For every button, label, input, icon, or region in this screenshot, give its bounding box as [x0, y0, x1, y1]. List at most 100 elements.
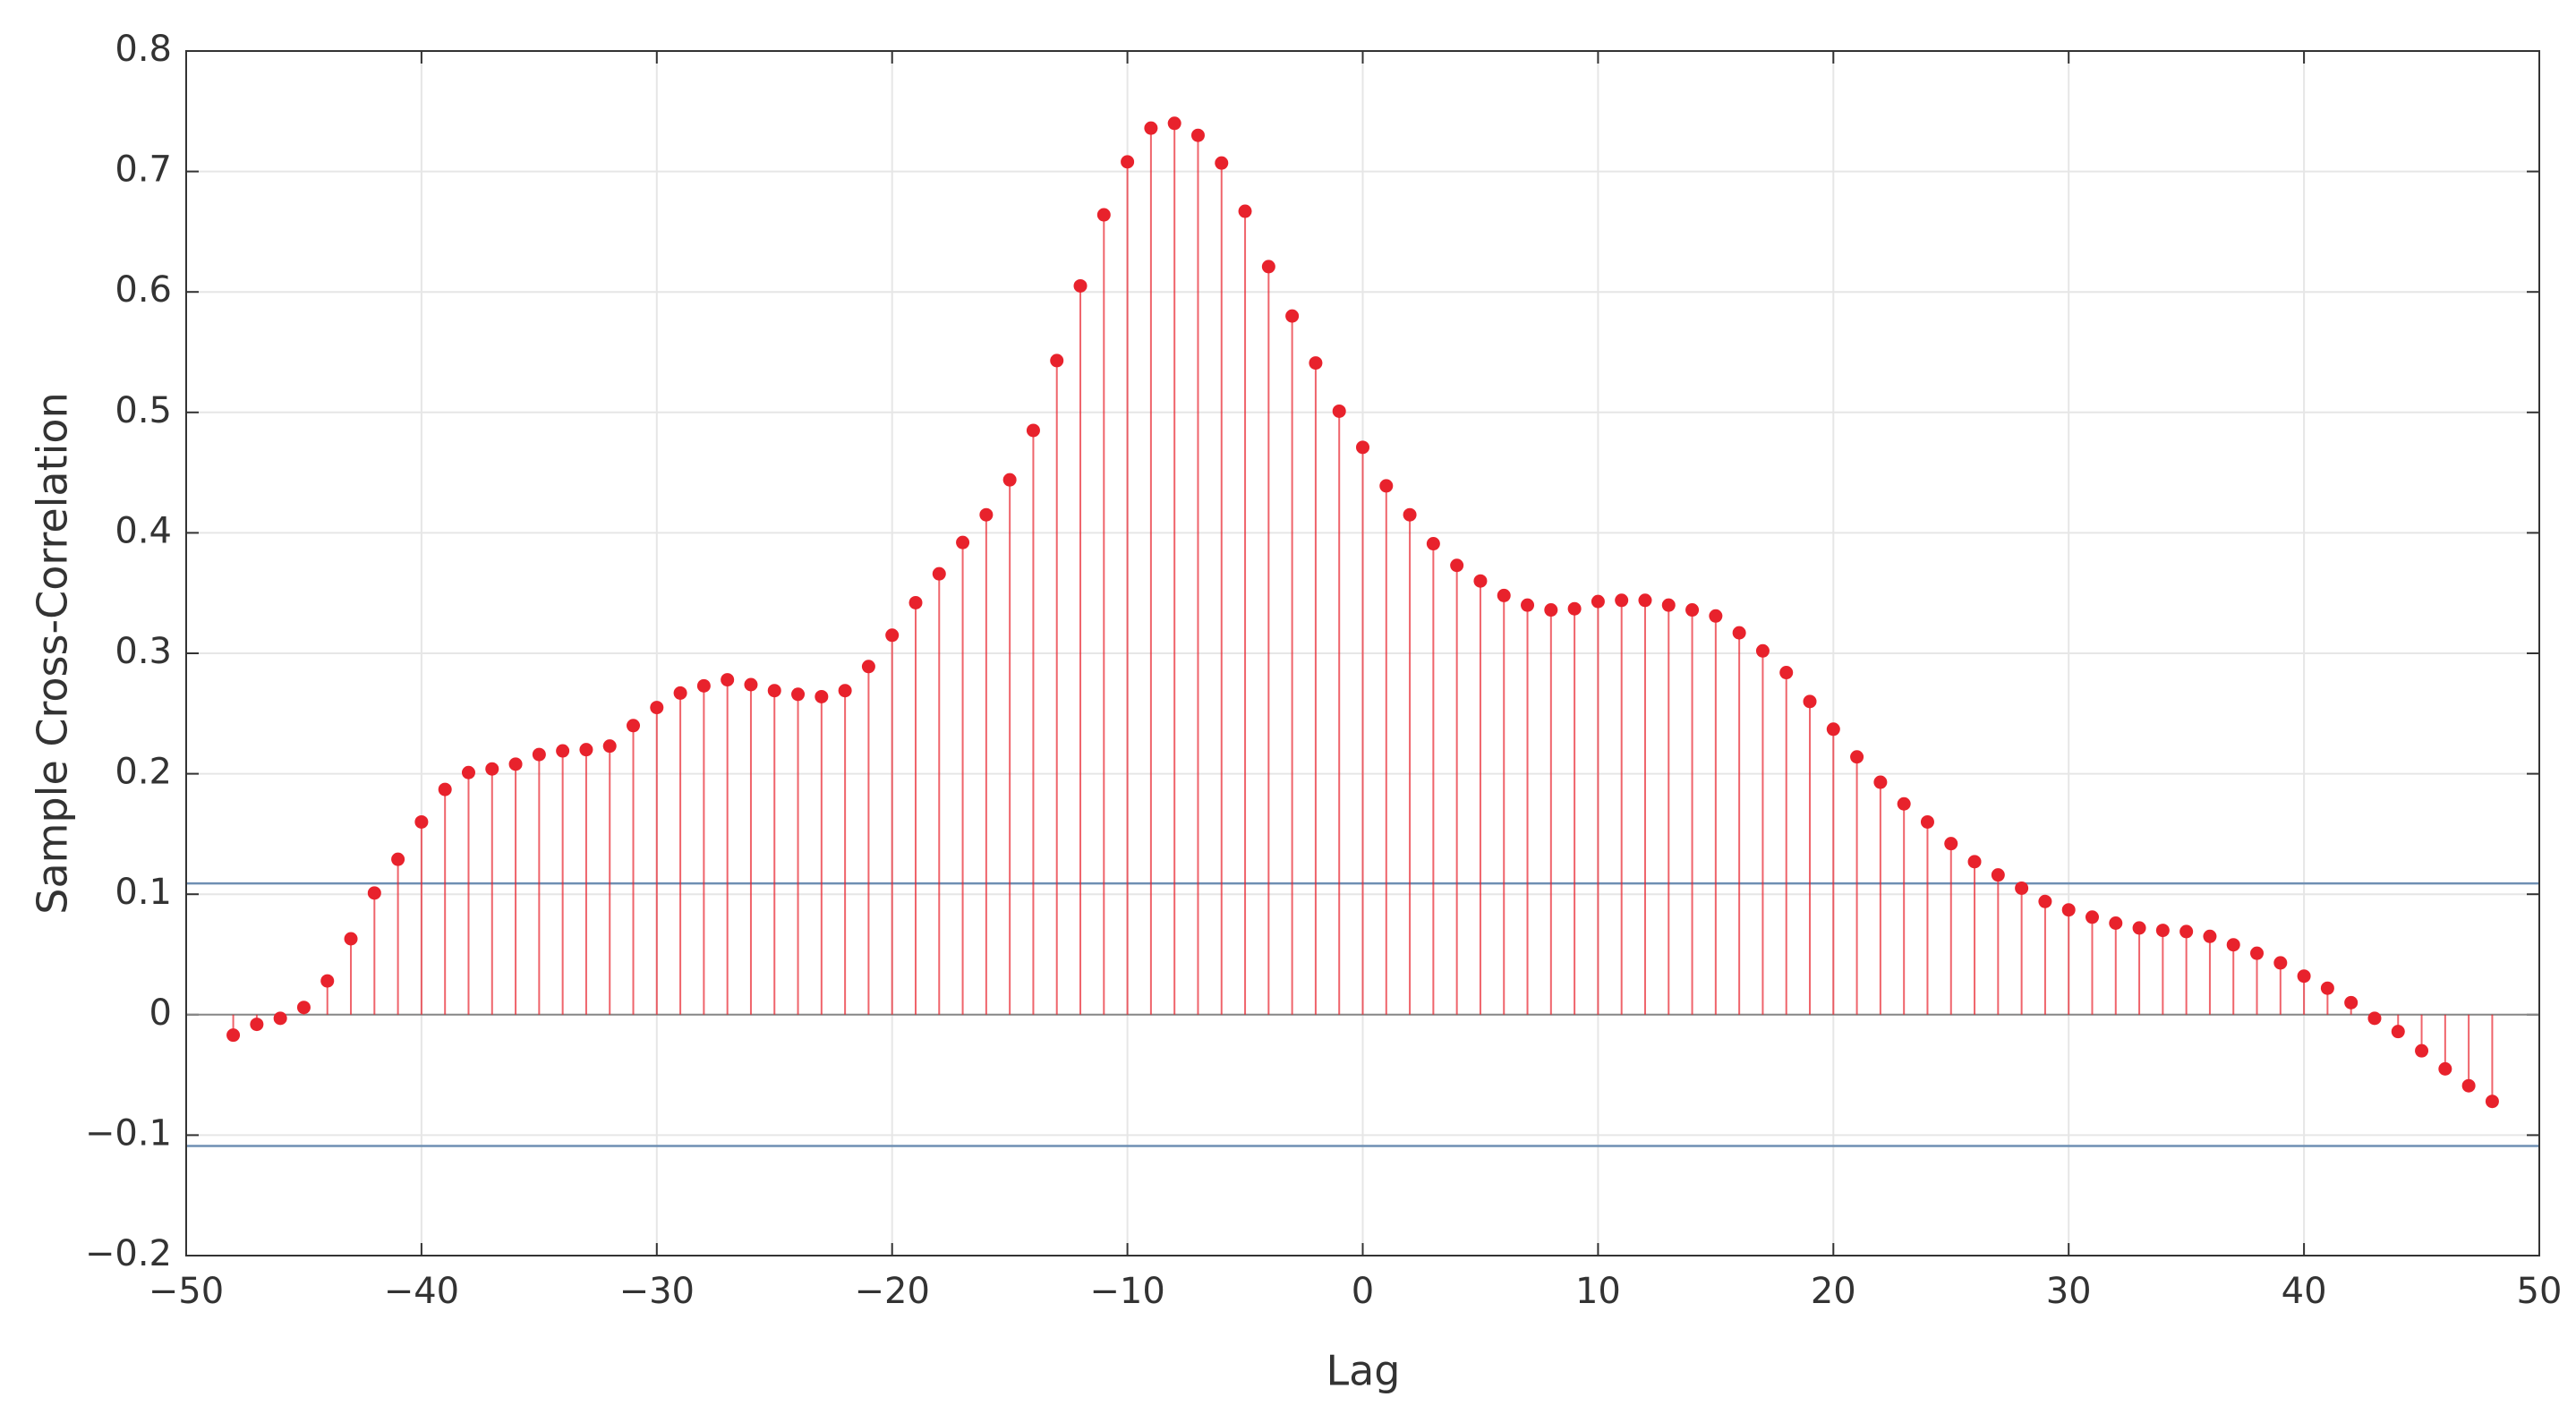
stem-marker	[1755, 643, 1770, 658]
x-tick-label: 50	[2517, 1271, 2563, 1312]
stem-marker	[2297, 969, 2311, 984]
stem-marker	[273, 1011, 287, 1026]
stem-marker	[979, 507, 994, 522]
stem-marker	[1473, 574, 1488, 588]
stem-marker	[414, 814, 429, 829]
y-tick-label: 0.4	[115, 510, 172, 551]
stem-marker	[2155, 924, 2170, 938]
x-tick-label: 40	[2282, 1271, 2327, 1312]
stem-marker	[1379, 479, 1394, 493]
stem-marker	[2109, 916, 2123, 931]
stem-marker	[744, 677, 758, 692]
stem-marker	[367, 886, 381, 900]
x-tick-label: 0	[1352, 1271, 1374, 1312]
y-tick-label: 0.3	[115, 631, 172, 672]
stem-marker	[838, 684, 852, 698]
y-tick-label: 0.2	[115, 752, 172, 793]
stem-marker	[532, 747, 546, 762]
y-tick-label: 0.6	[115, 269, 172, 311]
plot-frame	[185, 50, 2540, 1256]
stem-marker	[2085, 910, 2099, 924]
stem-marker	[1709, 609, 1723, 623]
stem-marker	[1403, 507, 1417, 522]
x-tick-label: −20	[854, 1271, 929, 1312]
stem-marker	[767, 684, 781, 698]
stem-marker	[673, 686, 687, 700]
stem-marker	[1615, 593, 1629, 608]
stem-marker	[1521, 598, 1535, 612]
stem-marker	[1002, 473, 1017, 487]
stem-marker	[1967, 855, 1982, 869]
stem-marker	[602, 739, 617, 754]
stem-marker	[1497, 588, 1511, 602]
x-tick-label: −50	[149, 1271, 224, 1312]
stem-marker	[1215, 156, 1229, 170]
stem-marker	[1991, 868, 2005, 882]
y-tick-label: 0.8	[115, 29, 172, 70]
stem-marker	[861, 660, 875, 674]
stem-marker	[2132, 921, 2146, 935]
stem-marker	[1638, 593, 1652, 608]
stem-marker	[956, 535, 970, 549]
stem-marker	[2203, 929, 2217, 943]
stem-marker	[1826, 722, 1840, 737]
x-tick-label: 20	[1811, 1271, 1856, 1312]
stem-marker	[1285, 309, 1300, 323]
stem-marker	[1426, 537, 1440, 551]
stem-marker	[1238, 204, 1252, 218]
stem-marker	[2226, 938, 2240, 952]
y-tick-label: 0.7	[115, 149, 172, 191]
stem-marker	[485, 762, 499, 776]
x-tick-label: −40	[384, 1271, 459, 1312]
stem-marker	[2415, 1043, 2429, 1058]
stem-marker	[696, 678, 711, 693]
stem-marker	[2320, 981, 2334, 995]
stem-marker	[1850, 750, 1864, 764]
stem-marker	[1591, 594, 1605, 609]
stem-marker	[2367, 1011, 2382, 1026]
x-tick-label: 30	[2046, 1271, 2092, 1312]
stem-marker	[556, 744, 570, 758]
stem-marker	[2273, 956, 2288, 970]
x-axis-title: Lag	[1326, 1347, 1400, 1395]
stem-marker	[1944, 837, 1958, 851]
stem-marker	[908, 595, 923, 609]
stem-marker	[627, 719, 641, 733]
stem-marker	[1144, 121, 1158, 135]
stem-marker	[1803, 694, 1817, 709]
stem-marker	[1779, 666, 1794, 680]
y-tick-label: 0.5	[115, 390, 172, 431]
stem-marker	[2344, 995, 2358, 1009]
stem-marker	[1356, 440, 1369, 455]
stem-marker	[1332, 404, 1346, 418]
stem-marker	[1026, 423, 1040, 438]
stem-marker	[296, 1001, 311, 1015]
stem-marker	[1544, 603, 1558, 618]
stem-marker	[1096, 208, 1111, 222]
stem-marker	[1661, 598, 1676, 612]
stem-marker	[1261, 260, 1275, 274]
stem-marker	[1897, 796, 1911, 811]
stem-marker	[2250, 946, 2265, 960]
stem-marker	[438, 782, 452, 796]
stem-marker	[320, 974, 335, 988]
y-axis-title: Sample Cross-Correlation	[29, 392, 77, 914]
stem-marker	[2438, 1061, 2452, 1076]
stem-marker	[815, 689, 829, 703]
stem-marker	[1050, 354, 1064, 368]
stem-marker	[579, 743, 593, 757]
y-tick-label: 0.1	[115, 872, 172, 913]
stem-marker	[1685, 603, 1700, 618]
stem-marker	[391, 852, 405, 866]
x-tick-label: −30	[619, 1271, 695, 1312]
stem-marker	[1920, 814, 1934, 829]
stem-marker	[2485, 1095, 2499, 1109]
stem-marker	[2461, 1078, 2476, 1093]
stem-marker	[1167, 116, 1181, 131]
stem-marker	[721, 673, 735, 687]
stem-marker	[650, 701, 664, 715]
x-tick-label: 10	[1575, 1271, 1621, 1312]
stem-marker	[1190, 128, 1205, 142]
x-tick-label: −10	[1089, 1271, 1164, 1312]
